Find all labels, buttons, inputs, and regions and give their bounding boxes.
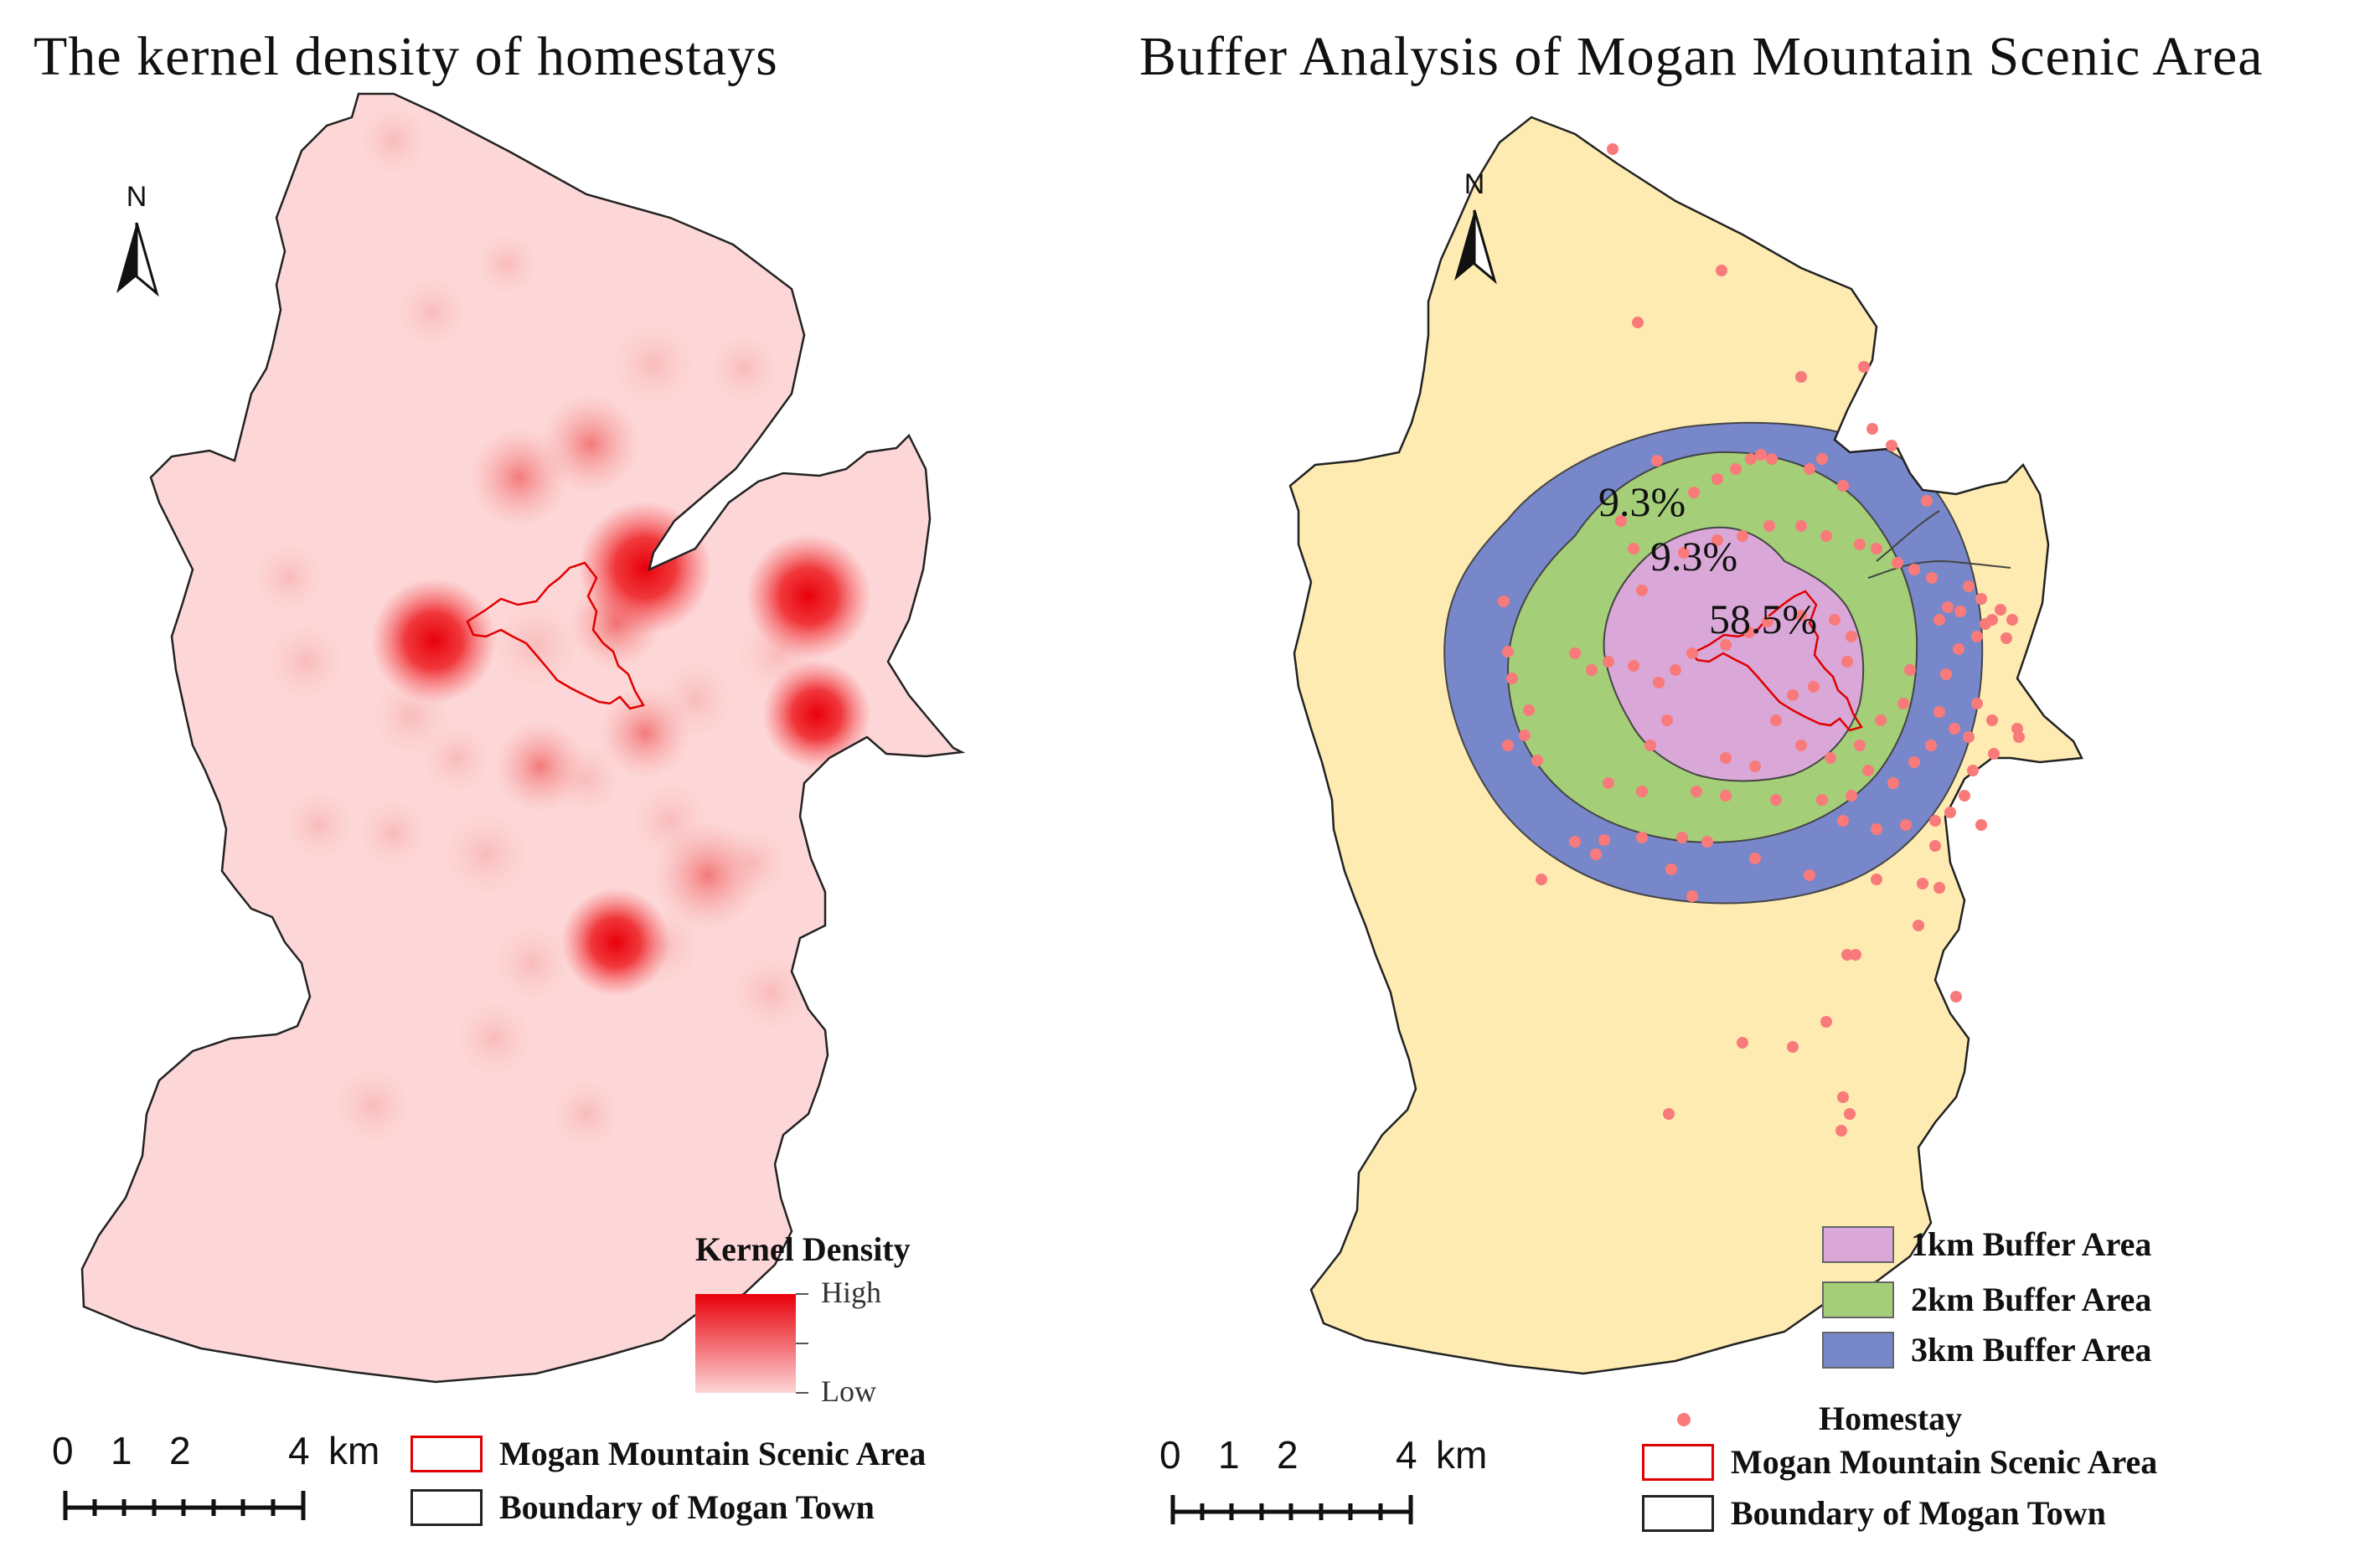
homestay-points: [1498, 143, 2025, 1137]
homestay-legend-dot: [1677, 1413, 1691, 1426]
scale-bar: 0 1 2 4 km: [1159, 1432, 1511, 1479]
scenic-area-outline: [1691, 590, 1863, 732]
scenic-area-swatch: [1642, 1443, 1714, 1481]
buffer-analysis-title: Buffer Analysis of Mogan Mountain Scenic…: [1139, 26, 2264, 87]
legend-scenic-area: Mogan Mountain Scenic Area: [1642, 1442, 2157, 1482]
buffer-analysis-map: N: [1170, 116, 2083, 1524]
density-surface: [251, 103, 871, 1152]
legend-buffer-2km: 2km Buffer Area: [1822, 1280, 2151, 1319]
north-label: N: [1464, 168, 1485, 200]
scale-tick-0: 0: [52, 1429, 74, 1472]
legend-scenic-area: Mogan Mountain Scenic Area: [410, 1434, 926, 1473]
legend-homestay: Homestay: [1730, 1399, 1962, 1438]
town-boundary-swatch: [410, 1488, 483, 1526]
legend-town-boundary-label: Boundary of Mogan Town: [499, 1488, 875, 1526]
scale-tick-2: 2: [169, 1429, 191, 1472]
buffer-zones: [1443, 421, 1984, 905]
scenic-area-outline: [466, 561, 645, 710]
north-label: N: [126, 181, 147, 213]
density-low-label: Low: [821, 1374, 876, 1408]
legend-scenic-area-label: Mogan Mountain Scenic Area: [1731, 1443, 2158, 1481]
scale-tick-4: 4: [1396, 1433, 1417, 1477]
scale-tick-2: 2: [1277, 1433, 1298, 1477]
buffer-3km-swatch: [1822, 1331, 1894, 1369]
legend-buffer-1km-label: 1km Buffer Area: [1911, 1225, 2152, 1263]
legend-homestay-label: Homestay: [1819, 1400, 1963, 1437]
north-arrow-right: [1454, 209, 1497, 285]
scale-tick-4: 4: [288, 1429, 310, 1472]
legend-town-boundary-label: Boundary of Mogan Town: [1731, 1494, 2106, 1532]
legend-town-boundary: Boundary of Mogan Town: [1642, 1493, 2106, 1533]
legend-buffer-3km: 3km Buffer Area: [1822, 1330, 2151, 1369]
legend-buffer-2km-label: 2km Buffer Area: [1911, 1281, 2152, 1318]
density-high-label: High: [821, 1276, 881, 1309]
kernel-density-legend-title: Kernel Density: [695, 1230, 911, 1268]
legend-buffer-3km-label: 3km Buffer Area: [1911, 1331, 2152, 1369]
scale-unit: km: [1436, 1433, 1488, 1477]
town-boundary-swatch: [1642, 1494, 1714, 1532]
scale-tick-0: 0: [1159, 1433, 1181, 1477]
buffer-2km-swatch: [1822, 1281, 1894, 1318]
buffer-1km-percentage: 58.5%: [1709, 595, 1818, 642]
kernel-density-title: The kernel density of homestays: [34, 26, 778, 87]
buffer-3km-percentage: 9.3%: [1598, 478, 1686, 525]
scenic-area-swatch: [410, 1435, 483, 1472]
scale-bar-graphic: [1170, 1495, 1413, 1524]
buffer-analysis-map-panel: Buffer Analysis of Mogan Mountain Scenic…: [1139, 0, 2380, 1557]
legend-scenic-area-label: Mogan Mountain Scenic Area: [499, 1435, 927, 1472]
scale-bar-graphic: [63, 1491, 306, 1520]
scale-bar: 0 1 2 4 km: [52, 1428, 404, 1475]
legend-buffer-1km: 1km Buffer Area: [1822, 1224, 2151, 1264]
buffer-1km-swatch: [1822, 1225, 1894, 1263]
scale-tick-1: 1: [111, 1429, 132, 1472]
scale-unit: km: [328, 1429, 380, 1472]
buffer-2km-percentage: 9.3%: [1650, 533, 1738, 580]
kernel-density-map: N: [63, 92, 963, 1520]
north-arrow-icon: [116, 222, 159, 297]
density-color-ramp: [695, 1294, 796, 1393]
kernel-density-map-panel: The kernel density of homestays: [34, 26, 963, 1527]
scale-tick-1: 1: [1218, 1433, 1240, 1477]
legend-town-boundary: Boundary of Mogan Town: [410, 1487, 875, 1527]
